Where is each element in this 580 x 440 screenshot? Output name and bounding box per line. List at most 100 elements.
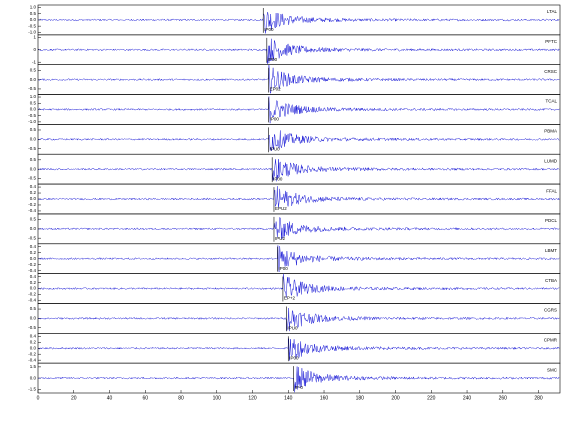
- y-tick-label: 0.4: [30, 333, 37, 338]
- waveform: [38, 96, 560, 124]
- y-tick-label: 0.5: [30, 67, 37, 72]
- waveform: [38, 38, 560, 64]
- y-tick-label: 0.4: [30, 274, 37, 279]
- y-tick-label: -1.5: [28, 386, 36, 391]
- x-tick-label: 260: [499, 395, 508, 401]
- x-tick-label: 60: [142, 395, 148, 401]
- y-tick-label: 0.2: [30, 280, 37, 285]
- y-tick-label: 1: [33, 35, 36, 40]
- y-tick-label: 0.5: [30, 11, 37, 16]
- waveform: [38, 65, 560, 95]
- y-tick-label: -0.4: [28, 208, 36, 213]
- waveform: [38, 307, 560, 332]
- station-label: CTBA: [545, 278, 557, 283]
- station-label: SMC: [547, 367, 558, 372]
- y-tick-label: 0.0: [30, 17, 37, 22]
- y-tick-label: 0.2: [30, 250, 37, 255]
- phase-label: EPU2: [275, 206, 287, 211]
- x-tick-label: 280: [534, 395, 543, 401]
- y-tick-label: -1.0: [28, 30, 36, 35]
- station-label: LBMT: [545, 248, 557, 253]
- x-tick-label: 20: [71, 395, 77, 401]
- y-tick-label: 0.2: [30, 339, 37, 344]
- y-tick-label: 0.4: [30, 184, 37, 189]
- y-tick-label: 0.4: [30, 244, 37, 249]
- waveform: [38, 130, 560, 152]
- y-tick-label: 0.5: [30, 306, 37, 311]
- phase-label: IP00: [264, 27, 274, 32]
- y-tick-label: 0.0: [30, 196, 37, 201]
- phase-label: EP02: [270, 87, 282, 92]
- phase-label: IP00: [289, 355, 299, 360]
- x-tick-label: 0: [37, 395, 40, 401]
- y-tick-label: -0.2: [28, 351, 36, 356]
- x-tick-label: 220: [427, 395, 436, 401]
- station-label: PDCL: [545, 218, 558, 223]
- y-tick-label: 0.0: [30, 107, 37, 112]
- y-tick-label: 0.0: [30, 375, 37, 380]
- y-tick-label: -0.5: [28, 86, 36, 91]
- y-tick-label: -0.5: [28, 235, 36, 240]
- waveform: [38, 338, 560, 361]
- waveform: [38, 366, 560, 393]
- y-tick-label: 0.0: [30, 256, 37, 261]
- y-tick-label: -0.5: [28, 113, 36, 118]
- phase-label: EP+2: [284, 296, 296, 301]
- y-tick-label: 0.0: [30, 316, 37, 321]
- y-tick-label: -0.4: [28, 268, 36, 273]
- y-tick-label: -0.2: [28, 262, 36, 267]
- y-tick-label: 0: [33, 47, 36, 52]
- waveform: [38, 273, 560, 298]
- y-tick-label: 1.5: [30, 364, 37, 369]
- y-tick-label: 0.0: [30, 166, 37, 171]
- y-tick-label: 0.0: [30, 136, 37, 141]
- y-tick-label: 0.0: [30, 345, 37, 350]
- station-label: PFTC: [545, 39, 557, 44]
- y-tick-label: 0.0: [30, 286, 37, 291]
- phase-label: IP00: [270, 117, 280, 122]
- x-tick-label: 160: [320, 395, 329, 401]
- y-tick-label: -0.5: [28, 176, 36, 181]
- station-label: LTAL: [547, 9, 558, 14]
- y-tick-label: 1.0: [30, 5, 37, 10]
- y-tick-label: -1.0: [28, 119, 36, 124]
- x-tick-label: 240: [463, 395, 472, 401]
- phase-label: IPU0: [270, 146, 281, 151]
- waveform: [38, 216, 560, 239]
- y-tick-label: -0.5: [28, 325, 36, 330]
- y-tick-label: 0.5: [30, 127, 37, 132]
- waveform: [38, 159, 560, 182]
- x-tick-label: 200: [391, 395, 400, 401]
- y-tick-label: -0.2: [28, 202, 36, 207]
- station-label: TCAL: [545, 99, 557, 104]
- x-tick-label: 140: [284, 395, 293, 401]
- station-label: CGRS: [544, 308, 557, 313]
- waveform: [38, 186, 560, 208]
- y-tick-label: 1.0: [30, 94, 37, 99]
- y-tick-label: -0.2: [28, 292, 36, 297]
- x-tick-label: 40: [107, 395, 113, 401]
- waveform: [38, 245, 560, 273]
- waveform: [38, 11, 560, 34]
- y-tick-label: 0.5: [30, 217, 37, 222]
- y-tick-label: -0.5: [28, 146, 36, 151]
- phase-label: IP-0: [295, 385, 304, 390]
- station-label: CPMR: [544, 337, 558, 342]
- y-tick-label: -0.5: [28, 23, 36, 28]
- phase-label: IPU0: [287, 325, 298, 330]
- phase-label: IP00: [268, 57, 278, 62]
- x-tick-label: 180: [356, 395, 365, 401]
- y-tick-label: 0.5: [30, 100, 37, 105]
- y-tick-label: 0.2: [30, 190, 37, 195]
- station-label: CRSC: [544, 69, 558, 74]
- y-tick-label: -0.4: [28, 357, 36, 362]
- station-label: FFAL: [546, 188, 557, 193]
- y-tick-label: 0.0: [30, 226, 37, 231]
- x-tick-label: 80: [178, 395, 184, 401]
- x-tick-label: 100: [213, 395, 222, 401]
- y-tick-label: 0.0: [30, 77, 37, 82]
- x-tick-label: 120: [248, 395, 257, 401]
- station-label: PBMA: [544, 129, 557, 134]
